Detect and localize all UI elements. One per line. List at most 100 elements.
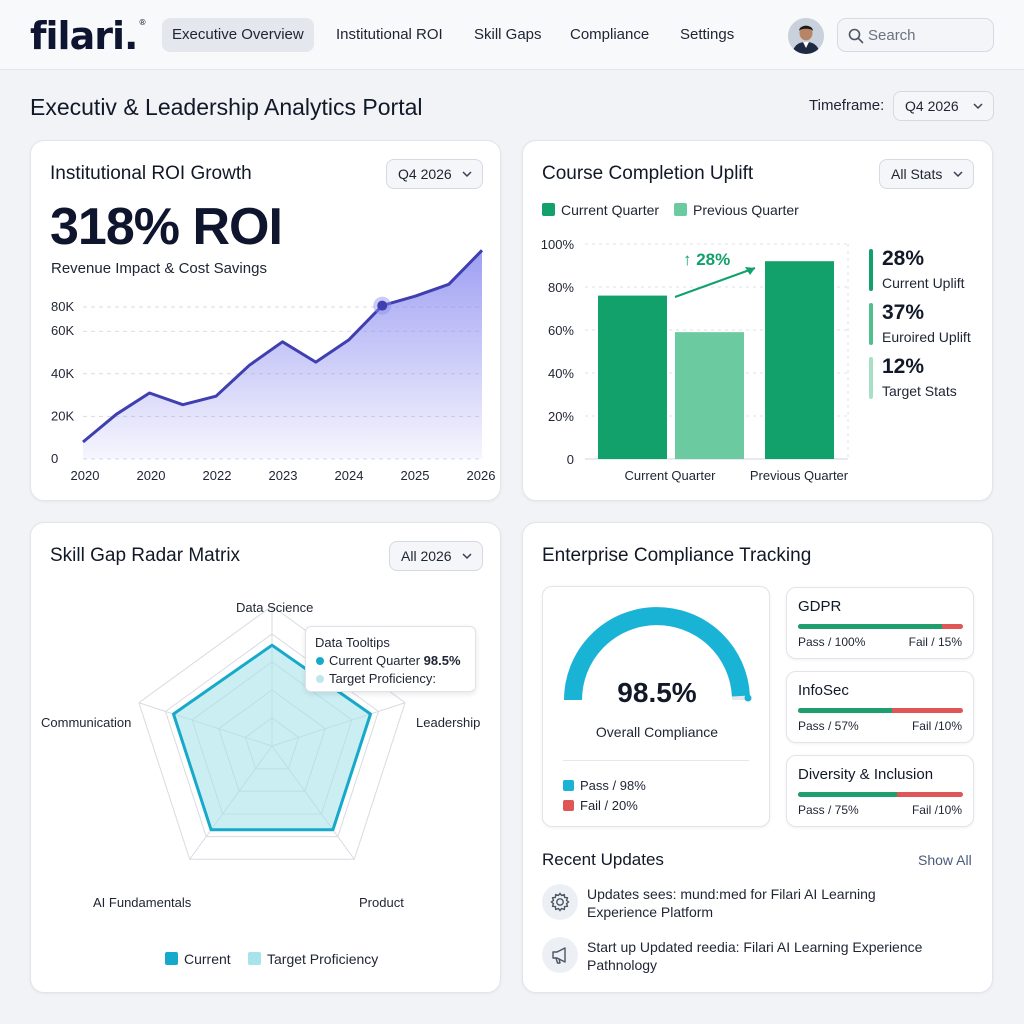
tooltip-dot-current xyxy=(316,657,324,665)
compliance-card: Enterprise Compliance Tracking 98.5% Ove… xyxy=(522,522,993,993)
timeframe-dropdown[interactable]: Q4 2026 xyxy=(893,91,994,121)
compliance-progress-fill xyxy=(798,624,942,629)
update-item-text[interactable]: Start up Updated reedia: Filari AI Learn… xyxy=(587,939,923,973)
legend-label-current: Current xyxy=(184,951,231,967)
radar-tooltip: Data Tooltips Current Quarter 98.5% Targ… xyxy=(305,626,476,692)
compliance-item-name: GDPR xyxy=(798,598,842,615)
roi-filter-dropdown[interactable]: Q4 2026 xyxy=(386,159,483,189)
top-bar: filari.® Executive Overview Institutiona… xyxy=(0,0,1024,70)
legend-label-current: Current Quarter xyxy=(561,202,660,218)
compliance-pass-label: Pass / 75% xyxy=(798,803,859,817)
roi-headline: 318% ROI xyxy=(50,198,283,256)
roi-y-tick: 40K xyxy=(51,366,74,381)
roi-highlight-point xyxy=(377,300,388,311)
compliance-fail-label: Fail /10% xyxy=(911,803,962,817)
roi-x-tick: 2023 xyxy=(269,468,298,483)
stat-bar xyxy=(869,303,873,345)
bar xyxy=(765,261,834,459)
compliance-progress-bar xyxy=(798,624,963,629)
compliance-progress-fill xyxy=(798,708,893,713)
user-avatar-icon xyxy=(788,18,824,54)
search-box[interactable] xyxy=(837,18,994,52)
stat-label: Target Stats xyxy=(882,383,957,399)
app-logo[interactable]: filari.® xyxy=(30,14,146,58)
roi-title: Institutional ROI Growth xyxy=(50,163,252,184)
compliance-title: Enterprise Compliance Tracking xyxy=(542,545,812,566)
compliance-pass-label: Pass / 57% xyxy=(798,719,859,733)
completion-card: Course Completion Uplift All Stats Curre… xyxy=(522,140,993,501)
gear-icon xyxy=(550,892,570,912)
roi-x-tick: 2025 xyxy=(401,468,430,483)
radar-axis-label-product: Product xyxy=(359,895,404,910)
roi-area xyxy=(83,250,482,459)
legend-swatch-fail xyxy=(563,800,574,811)
bar-y-tick: 80% xyxy=(548,280,574,295)
stat-value: 28% xyxy=(882,247,925,270)
compliance-item-infosec[interactable]: InfoSec Pass / 57% Fail /10% xyxy=(786,671,974,743)
radar-grid-ring xyxy=(164,633,380,838)
chevron-down-icon xyxy=(973,103,983,110)
completion-bar-chart: 100% 80% 60% 40% 20% 0 Current Quarter Previous… xyxy=(541,237,849,483)
compliance-progress-bar xyxy=(798,708,963,713)
compliance-item-gdpr[interactable]: GDPR Pass / 100% Fail / 15% xyxy=(786,587,974,659)
legend-label-target: Target Proficiency xyxy=(267,951,379,967)
nav-settings[interactable]: Settings xyxy=(680,26,735,43)
stat-value: 37% xyxy=(882,301,925,324)
legend-swatch-previous xyxy=(674,203,687,216)
compliance-pass-label: Pass / 100% xyxy=(798,635,866,649)
roi-x-tick: 2022 xyxy=(203,468,232,483)
roi-card: Institutional ROI Growth Q4 2026 318% RO… xyxy=(30,140,501,501)
roi-series-line xyxy=(82,249,484,444)
search-input[interactable] xyxy=(868,19,988,51)
legend-label-fail: Fail / 20% xyxy=(580,798,638,813)
radar-axis-label-communication: Communication xyxy=(41,715,132,730)
roi-y-tick: 80K xyxy=(51,299,74,314)
bar-y-tick: 40% xyxy=(548,366,574,381)
bar-x-label: Previous Quarter xyxy=(750,468,849,483)
uplift-annotation: ↑ 28% xyxy=(683,250,730,269)
gauge-value: 98.5% xyxy=(617,677,697,708)
stat-label: Euroired Uplift xyxy=(882,329,971,345)
nav-compliance[interactable]: Compliance xyxy=(570,26,650,43)
radar-filter-dropdown[interactable]: All 2026 xyxy=(389,541,483,571)
compliance-item-diversity[interactable]: Diversity & Inclusion Pass / 75% Fail /1… xyxy=(786,755,974,827)
gauge-end-dot xyxy=(744,694,752,702)
chevron-down-icon xyxy=(462,553,472,560)
roi-x-tick: 2026 xyxy=(467,468,496,483)
radar-card: Skill Gap Radar Matrix All 2026 Data Sci… xyxy=(30,522,501,993)
uplift-arrow-line xyxy=(674,267,756,298)
compliance-item-name: InfoSec xyxy=(798,682,849,699)
update-item-icon xyxy=(542,937,578,973)
tooltip-dot-target xyxy=(316,675,324,683)
roi-area-chart: 80K 60K 40K 20K 0 2020 2020 2022 2023 2024 2025 202… xyxy=(51,249,496,483)
avatar[interactable] xyxy=(788,18,824,54)
uplift-arrow-head xyxy=(745,267,755,275)
stat-bar xyxy=(869,357,873,399)
nav-skill-gaps[interactable]: Skill Gaps xyxy=(474,26,542,43)
nav-institutional-roi[interactable]: Institutional ROI xyxy=(336,26,443,43)
radar-axis-label-ai-fundamentals: AI Fundamentals xyxy=(93,895,192,910)
update-item-text[interactable]: Updates sees: mund:med for Filari AI Lea… xyxy=(587,886,876,920)
nav-executive-overview[interactable]: Executive Overview xyxy=(162,18,314,52)
roi-y-tick: 0 xyxy=(51,451,58,466)
compliance-gauge xyxy=(564,607,752,702)
radar-title: Skill Gap Radar Matrix xyxy=(50,545,241,566)
gauge-label: Overall Compliance xyxy=(595,724,719,740)
compliance-progress-bar xyxy=(798,792,963,797)
roi-filter-value: Q4 2026 xyxy=(398,166,452,182)
completion-title: Course Completion Uplift xyxy=(542,163,754,184)
show-all-link[interactable]: Show All xyxy=(918,852,972,868)
compliance-fail-label: Fail / 15% xyxy=(908,635,962,649)
radar-axis-label-leadership: Leadership xyxy=(416,715,481,730)
radar-filter-value: All 2026 xyxy=(401,548,452,564)
tooltip-row2-label: Target Proficiency: xyxy=(329,671,436,686)
timeframe-label: Timeframe: xyxy=(809,97,885,114)
bar-y-tick: 0 xyxy=(567,452,574,467)
bar xyxy=(675,332,744,459)
completion-filter-dropdown[interactable]: All Stats xyxy=(879,159,974,189)
tooltip-title: Data Tooltips xyxy=(315,635,390,650)
megaphone-icon xyxy=(552,947,566,964)
stat-value: 12% xyxy=(882,355,925,378)
completion-filter-value: All Stats xyxy=(891,166,943,182)
roi-x-tick: 2024 xyxy=(335,468,364,483)
